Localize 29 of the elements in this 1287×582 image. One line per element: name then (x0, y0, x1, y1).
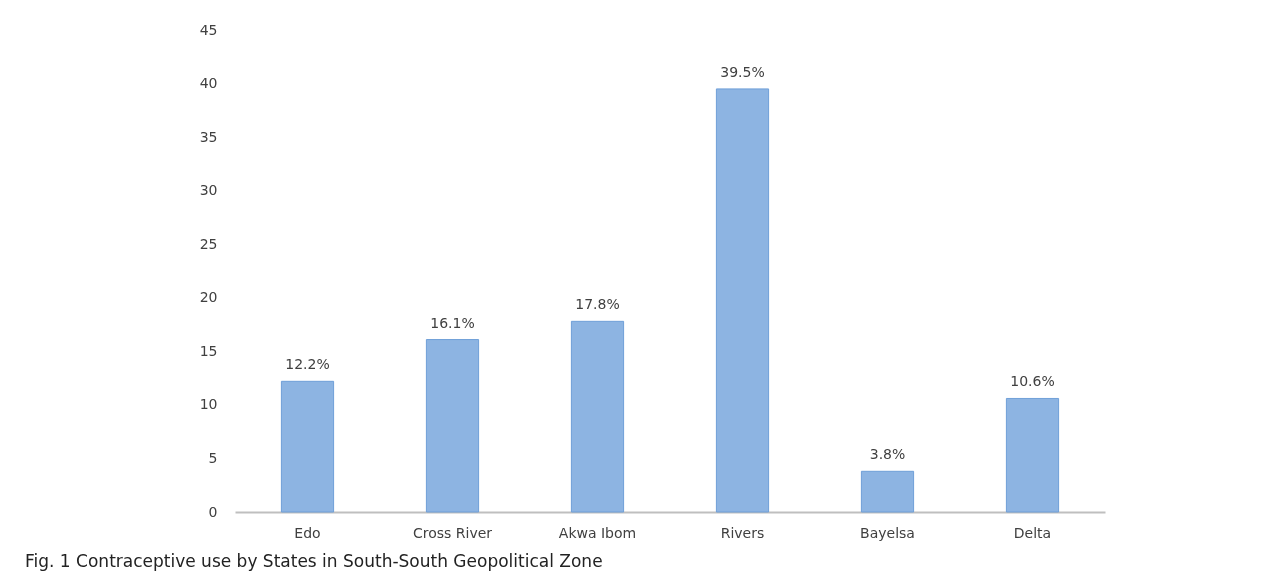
y-tick-label: 40 (199, 75, 218, 92)
x-tick-label: Bayelsa (860, 524, 915, 541)
caption: Fig. 1 Contraceptive use by States in South-South Geopolitical Zone (25, 551, 603, 571)
x-tick-label: Akwa Ibom (558, 524, 637, 541)
y-tick-label: 5 (208, 449, 218, 466)
bar (280, 380, 335, 513)
y-tick-label: 35 (199, 128, 218, 145)
bar (715, 88, 770, 513)
data-label: 3.8% (869, 446, 906, 463)
x-tick-label: Delta (1013, 524, 1052, 541)
x-tick-label: Cross River (412, 524, 493, 541)
y-tick-label: 25 (199, 235, 218, 252)
data-label: 12.2% (285, 356, 330, 373)
data-label: 39.5% (720, 63, 765, 80)
data-label: 17.8% (575, 296, 620, 313)
data-label: 10.6% (1010, 373, 1055, 390)
bar (860, 470, 915, 513)
y-tick-label: 15 (199, 342, 218, 359)
x-tick-label: Rivers (720, 524, 765, 541)
bar (425, 339, 480, 513)
bar (570, 320, 625, 513)
y-tick-label: 20 (199, 289, 218, 306)
y-tick-label: 30 (199, 182, 218, 199)
bar (1005, 397, 1060, 513)
data-label: 16.1% (430, 314, 475, 331)
y-tick-label: 10 (199, 396, 218, 413)
y-tick-label: 0 (208, 503, 218, 520)
x-tick-label: Edo (294, 524, 321, 541)
y-tick-label: 45 (199, 21, 218, 38)
